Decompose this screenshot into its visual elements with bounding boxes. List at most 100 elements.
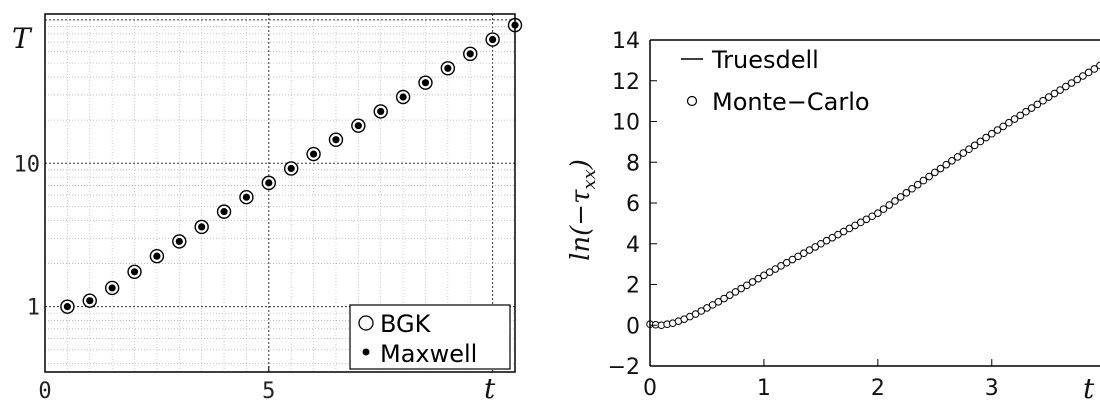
left-xlabel: t (484, 372, 496, 405)
monte-carlo-point (691, 310, 700, 318)
maxwell-point (175, 237, 183, 246)
legend-monte-carlo-marker (686, 95, 698, 107)
monte-carlo-point (828, 233, 837, 242)
monte-carlo-point (959, 149, 968, 157)
right-ytick-label: 6 (626, 192, 640, 217)
monte-carlo-point (1010, 115, 1019, 123)
right-ylabel: ln(−τxx) (566, 159, 600, 261)
maxwell-point (332, 136, 340, 144)
right-ytick-label: 12 (612, 70, 640, 95)
legend-maxwell-label: Maxwell (380, 340, 477, 368)
maxwell-point (63, 303, 71, 311)
maxwell-point (309, 150, 318, 158)
monte-carlo-point (822, 236, 831, 245)
monte-carlo-point (839, 227, 848, 236)
maxwell-point (399, 93, 407, 101)
legend-monte-carlo-label: Monte−Carlo (712, 88, 870, 116)
monte-carlo-point (891, 197, 899, 205)
monte-carlo-point (851, 221, 859, 230)
monte-carlo-point (970, 141, 979, 150)
right-ytick-label: 0 (626, 314, 640, 339)
left-legend: BGK Maxwell (349, 304, 511, 370)
monte-carlo-point (896, 193, 905, 201)
maxwell-point (354, 122, 362, 130)
monte-carlo-point (936, 164, 945, 173)
right-xlabel: t (1083, 372, 1095, 405)
right-xtick-label: 2 (871, 376, 885, 401)
maxwell-point (377, 107, 385, 116)
monte-carlo-point (942, 160, 951, 169)
left-ylabel: T (12, 22, 33, 55)
monte-carlo-point (919, 176, 928, 185)
left-xtick-label: 0 (38, 379, 51, 404)
monte-carlo-point (965, 145, 973, 154)
right-legend: Truesdell Monte−Carlo (681, 46, 870, 116)
monte-carlo-point (720, 294, 728, 303)
monte-carlo-point (748, 278, 757, 286)
monte-carlo-point (1090, 65, 1099, 73)
legend-truesdell-label: Truesdell (711, 46, 819, 74)
monte-carlo-point (1084, 68, 1093, 77)
right-xtick-label: 1 (757, 376, 771, 401)
left-ytick-label: 1 (27, 296, 40, 321)
monte-carlo-point (902, 189, 911, 197)
right-ylabel-close: ) (566, 159, 596, 170)
monte-carlo-point (856, 218, 865, 227)
monte-carlo-point (868, 212, 876, 221)
right-ytick-label: 14 (612, 29, 640, 54)
maxwell-point (466, 50, 474, 58)
maxwell-point (489, 35, 497, 44)
monte-carlo-point (1079, 72, 1087, 80)
left-xtick-label: 5 (262, 379, 275, 404)
maxwell-point (130, 268, 139, 276)
monte-carlo-point (817, 239, 825, 248)
right-xtick-label: 0 (643, 376, 657, 401)
right-ytick-label: 8 (626, 151, 640, 176)
monte-carlo-point (999, 122, 1007, 131)
monte-carlo-point (908, 184, 916, 193)
monte-carlo-point (777, 262, 785, 270)
left-panel: 0 5 1 10 T t BGK Maxwell (12, 13, 523, 405)
monte-carlo-point (731, 288, 740, 296)
maxwell-point (220, 208, 228, 216)
monte-carlo-point (799, 249, 808, 258)
monte-carlo-point (782, 258, 791, 267)
monte-carlo-point (743, 281, 751, 290)
monte-carlo-point (982, 133, 990, 142)
monte-carlo-point (1044, 93, 1053, 101)
right-monte-carlo-markers (646, 61, 1100, 330)
maxwell-point (108, 284, 116, 292)
left-grid (45, 14, 516, 372)
monte-carlo-point (760, 271, 768, 280)
right-xtick-label: 3 (985, 376, 999, 401)
monte-carlo-point (925, 172, 933, 181)
monte-carlo-point (993, 126, 1002, 134)
legend-maxwell-marker (362, 348, 370, 356)
monte-carlo-point (771, 265, 780, 273)
right-ytick-label: 10 (612, 111, 640, 136)
monte-carlo-point (834, 230, 842, 239)
right-ylabel-base: ln(−τ (566, 189, 596, 261)
right-ytick-label: 2 (626, 274, 640, 299)
maxwell-point (198, 223, 206, 231)
monte-carlo-point (1016, 111, 1025, 120)
monte-carlo-point (885, 201, 894, 209)
right-ytick-label: 4 (626, 233, 640, 258)
monte-carlo-point (725, 291, 734, 299)
left-ticks: 0 5 1 10 (14, 152, 276, 404)
monte-carlo-point (879, 205, 888, 213)
monte-carlo-point (1062, 82, 1070, 91)
monte-carlo-point (788, 255, 797, 264)
monte-carlo-point (948, 157, 956, 165)
left-markers (60, 17, 523, 314)
monte-carlo-point (976, 137, 985, 146)
maxwell-point (287, 164, 295, 173)
maxwell-point (444, 64, 452, 72)
monte-carlo-point (874, 209, 882, 217)
maxwell-point (242, 193, 251, 201)
monte-carlo-point (805, 246, 814, 254)
monte-carlo-point (708, 301, 717, 309)
